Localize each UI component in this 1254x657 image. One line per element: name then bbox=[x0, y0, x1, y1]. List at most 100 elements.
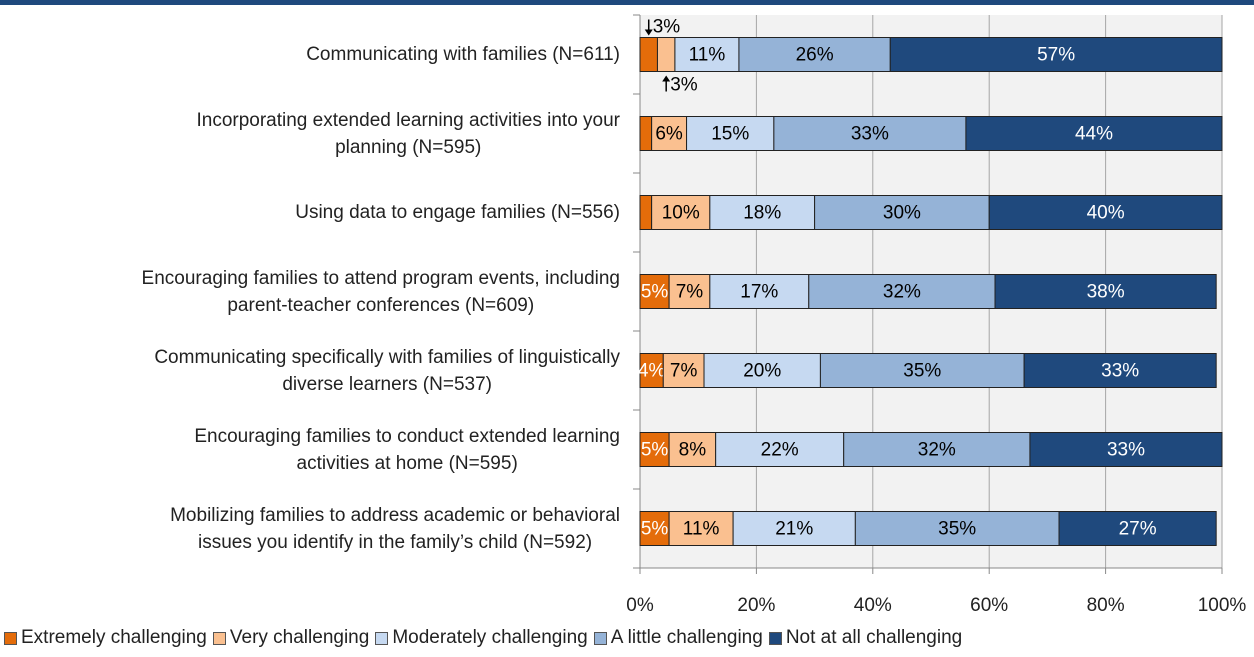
bar-segment bbox=[639, 37, 658, 72]
bar-segment bbox=[639, 511, 670, 546]
bar-segment bbox=[656, 37, 676, 72]
callout-arrowhead bbox=[662, 75, 671, 82]
value-label: 26% bbox=[796, 45, 834, 66]
value-label: 30% bbox=[883, 203, 921, 224]
bar-segment bbox=[703, 353, 821, 388]
category-text: Communicating specifically with families… bbox=[154, 346, 620, 395]
value-label: 21% bbox=[775, 519, 813, 540]
value-label: 5% bbox=[641, 440, 669, 461]
category-text: Incorporating extended learning activiti… bbox=[196, 109, 620, 158]
value-label: 6% bbox=[655, 124, 683, 145]
legend-item: Very challenging bbox=[212, 627, 370, 649]
category-text: Communicating with families (N=611) bbox=[306, 44, 620, 65]
value-label: 33% bbox=[851, 124, 889, 145]
legend-label: Very challenging bbox=[229, 627, 370, 648]
bar-segment bbox=[639, 195, 653, 230]
bar-segment bbox=[988, 195, 1223, 230]
bar-segment bbox=[738, 37, 891, 72]
bar-segment bbox=[709, 195, 816, 230]
value-label: 11% bbox=[683, 519, 720, 540]
category-label: Communicating specifically with families… bbox=[0, 341, 620, 401]
category-text: Encouraging families to attend program e… bbox=[141, 267, 620, 316]
bar-segment bbox=[651, 195, 711, 230]
bar-segment bbox=[668, 511, 734, 546]
category-label: Using data to engage families (N=556) bbox=[0, 183, 620, 243]
legend-swatch bbox=[4, 631, 17, 645]
legend-label: Extremely challenging bbox=[21, 627, 207, 648]
value-label: 17% bbox=[740, 282, 778, 303]
value-label: 20% bbox=[743, 361, 781, 382]
bar-segment bbox=[639, 116, 653, 151]
value-label: 22% bbox=[761, 440, 799, 461]
bar-segment bbox=[1029, 432, 1223, 467]
value-label: 7% bbox=[670, 361, 698, 382]
value-label: 33% bbox=[1107, 440, 1145, 461]
value-label: 35% bbox=[938, 519, 976, 540]
category-label: Mobilizing families to address academic … bbox=[0, 499, 620, 559]
value-label: 10% bbox=[662, 203, 700, 224]
bar-segment bbox=[889, 37, 1223, 72]
bar-segment bbox=[668, 432, 717, 467]
category-label: Communicating with families (N=611) bbox=[0, 25, 620, 85]
bar-segment bbox=[965, 116, 1223, 151]
value-label: 4% bbox=[638, 361, 666, 382]
legend-item: Extremely challenging bbox=[4, 627, 207, 649]
bar-segment bbox=[1023, 353, 1217, 388]
value-label: 5% bbox=[641, 282, 669, 303]
category-text: Mobilizing families to address academic … bbox=[170, 504, 620, 553]
callout-arrowhead bbox=[644, 29, 653, 36]
value-label: 3% bbox=[670, 75, 698, 96]
value-label: 15% bbox=[711, 124, 749, 145]
legend-swatch bbox=[593, 631, 607, 645]
legend-item: A little challenging bbox=[593, 627, 763, 649]
value-label: 57% bbox=[1037, 45, 1075, 66]
value-label: 5% bbox=[641, 519, 669, 540]
bar-segment bbox=[808, 274, 996, 309]
value-label: 33% bbox=[1101, 361, 1139, 382]
legend: Extremely challenging Very challenging Mod… bbox=[4, 627, 968, 649]
bar-segment bbox=[819, 353, 1025, 388]
bar-segment bbox=[854, 511, 1060, 546]
category-label: Encouraging families to conduct extended… bbox=[0, 420, 620, 480]
legend-swatch bbox=[375, 631, 389, 645]
x-tick-label: 80% bbox=[1087, 595, 1125, 616]
value-label: 32% bbox=[918, 440, 956, 461]
legend-item: Moderately challenging bbox=[375, 627, 588, 649]
top-band bbox=[0, 0, 1254, 5]
x-tick-label: 40% bbox=[854, 595, 892, 616]
bar-segment bbox=[668, 274, 711, 309]
value-label: 38% bbox=[1087, 282, 1125, 303]
value-label: 3% bbox=[653, 17, 681, 38]
value-label: 8% bbox=[679, 440, 707, 461]
x-tick-label: 60% bbox=[970, 595, 1008, 616]
legend-label: A little challenging bbox=[610, 627, 763, 648]
category-label: Incorporating extended learning activiti… bbox=[0, 104, 620, 164]
category-text: Encouraging families to conduct extended… bbox=[194, 425, 620, 474]
bar-segment bbox=[662, 353, 705, 388]
value-label: 27% bbox=[1119, 519, 1157, 540]
bar-segment bbox=[686, 116, 775, 151]
value-label: 40% bbox=[1087, 203, 1125, 224]
bar-segment bbox=[709, 274, 810, 309]
legend-swatch bbox=[768, 631, 782, 645]
bar-segment bbox=[773, 116, 967, 151]
x-tick-label: 0% bbox=[626, 595, 654, 616]
bar-segment bbox=[651, 116, 688, 151]
x-tick-label: 100% bbox=[1198, 595, 1247, 616]
bar-segment bbox=[715, 432, 845, 467]
bar-segment bbox=[639, 274, 670, 309]
value-label: 32% bbox=[883, 282, 921, 303]
value-label: 18% bbox=[743, 203, 781, 224]
value-label: 44% bbox=[1075, 124, 1113, 145]
category-text: Using data to engage families (N=556) bbox=[295, 202, 620, 223]
bar-segment bbox=[732, 511, 856, 546]
legend-label: Moderately challenging bbox=[392, 627, 588, 648]
bar-segment bbox=[994, 274, 1217, 309]
x-tick-label: 20% bbox=[737, 595, 775, 616]
legend-label: Not at all challenging bbox=[785, 627, 963, 648]
category-label: Encouraging families to attend program e… bbox=[0, 262, 620, 322]
legend-item: Not at all challenging bbox=[768, 627, 963, 649]
value-label: 11% bbox=[689, 45, 726, 66]
